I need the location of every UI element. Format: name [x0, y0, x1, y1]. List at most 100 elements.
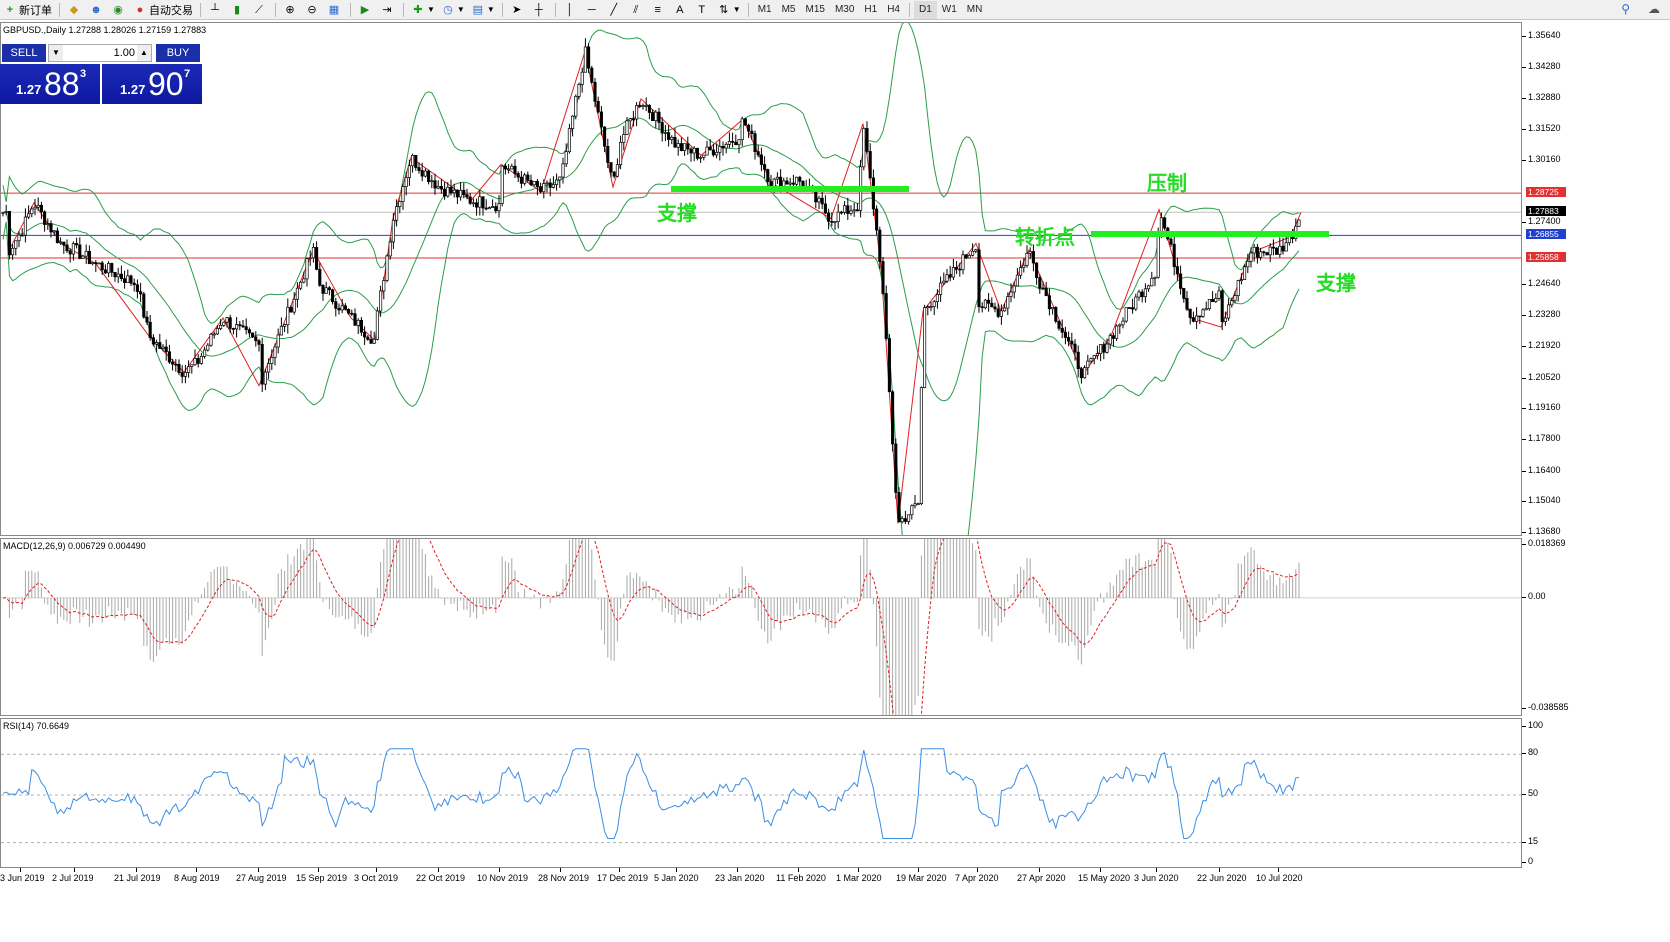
toolbar-separator — [501, 2, 503, 17]
candle-body — [27, 213, 31, 218]
cloud-icon[interactable]: ☁ — [1648, 2, 1660, 16]
candle-body — [967, 254, 971, 259]
candle-body — [1044, 288, 1048, 297]
candle-body — [385, 255, 389, 281]
candle-body — [462, 189, 466, 195]
sell-quote-button[interactable]: 1.27 88 3 — [0, 64, 100, 104]
text-label-button[interactable]: T — [692, 1, 714, 19]
candle-body — [1134, 296, 1138, 310]
candle-body — [446, 186, 450, 197]
line-chart-button[interactable]: ⟋ — [249, 1, 271, 19]
timeframe-h4-button[interactable]: H4 — [887, 4, 900, 15]
candle-body — [295, 287, 299, 300]
candle-body — [225, 317, 229, 323]
candlestick-icon: ▮ — [233, 3, 241, 16]
crosshair-button[interactable]: ┼ — [529, 1, 551, 19]
horizontal-line-button[interactable]: ─ — [582, 1, 604, 19]
rsi-canvas — [1, 748, 1521, 844]
text-button[interactable]: A — [670, 1, 692, 19]
candle-body — [286, 306, 290, 326]
candle-body — [465, 194, 469, 198]
timeframe-m1-button[interactable]: M1 — [757, 4, 772, 15]
candle-body — [11, 247, 15, 256]
candle-body — [1239, 279, 1243, 281]
zoom-out-button[interactable]: ⊖ — [302, 1, 324, 19]
candle-body — [1252, 246, 1256, 254]
search-icon[interactable]: ⚲ — [1621, 2, 1630, 16]
candle-body — [305, 258, 309, 280]
navigator-button[interactable]: ◆ — [64, 1, 86, 19]
candle-body — [702, 154, 706, 158]
toolbar-separator — [403, 2, 404, 17]
signals-button[interactable]: ◉ — [108, 1, 130, 19]
candle-body — [948, 274, 952, 278]
candle-body — [1204, 308, 1208, 311]
rsi-tick-mark — [1522, 862, 1526, 863]
timeframe-m30-button[interactable]: M30 — [834, 4, 855, 15]
indicators-button[interactable]: ✚ ▼ — [408, 1, 438, 19]
rsi-header: RSI(14) 70.6649 — [3, 721, 70, 731]
candle-body — [1179, 273, 1183, 289]
candle-body — [590, 67, 594, 83]
date-tick-mark — [376, 868, 377, 872]
candle-body — [715, 151, 719, 156]
signal-icon: ◉ — [113, 3, 123, 16]
lot-size-input[interactable]: ▼ 1.00 ▲ — [48, 44, 152, 62]
vertical-line-button[interactable]: │ — [560, 1, 582, 19]
trendline-button[interactable]: ╱ — [604, 1, 626, 19]
candle-body — [1175, 266, 1179, 275]
buy-quote-button[interactable]: 1.27 90 7 — [102, 64, 202, 104]
candle-body — [327, 287, 331, 291]
auto-trading-button[interactable]: ● 自动交易 — [130, 1, 196, 19]
candle-body — [651, 112, 655, 122]
periods-button[interactable]: ◷ ▼ — [438, 1, 468, 19]
timeframe-h1-button[interactable]: H1 — [864, 4, 878, 15]
templates-button[interactable]: ▤ ▼ — [468, 1, 498, 19]
candle-body — [1015, 274, 1019, 287]
price-tick-label: 1.32880 — [1528, 92, 1561, 103]
timeframe-w1-button[interactable]: W1 — [941, 4, 957, 15]
chart-shift-button[interactable]: ⇥ — [377, 1, 399, 19]
candle-body — [673, 136, 677, 148]
auto-scroll-button[interactable]: ▶ — [355, 1, 377, 19]
arrows-button[interactable]: ⇅ ▼ — [714, 1, 744, 19]
candle-body — [199, 355, 203, 364]
candle-body — [657, 111, 661, 123]
new-order-button[interactable]: + 新订单 — [0, 1, 55, 19]
date-tick-mark — [1156, 868, 1157, 872]
bollinger-lower-band — [2, 163, 1300, 535]
candle-body — [142, 293, 146, 318]
buy-button[interactable]: BUY — [156, 44, 200, 62]
macd-indicator-pane[interactable]: MACD(12,26,9) 0.006729 0.004490 — [0, 538, 1522, 716]
bar-chart-button[interactable]: ┴ — [205, 1, 227, 19]
sell-button[interactable]: SELL — [2, 44, 46, 62]
price-chart-pane[interactable]: GBPUSD.,Daily 1.27288 1.28026 1.27159 1.… — [0, 22, 1522, 536]
candle-chart-button[interactable]: ▮ — [227, 1, 249, 19]
rsi-tick-label: 50 — [1528, 788, 1539, 798]
timeframe-d1-button[interactable]: D1 — [914, 0, 937, 19]
channel-button[interactable]: ⫽ — [626, 1, 648, 19]
candle-body — [683, 143, 687, 151]
candle-body — [411, 155, 415, 167]
zoom-in-button[interactable]: ⊕ — [280, 1, 302, 19]
cursor-button[interactable]: ➤ — [507, 1, 529, 19]
candle-body — [1246, 261, 1250, 268]
candle-body — [567, 128, 571, 153]
candle-body — [132, 282, 136, 286]
rsi-indicator-pane[interactable]: RSI(14) 70.6649 — [0, 718, 1522, 868]
price-tick-mark — [1522, 66, 1526, 68]
candle-body — [219, 324, 223, 329]
lot-size-value[interactable]: 1.00 — [113, 47, 135, 59]
timeframe-mn-button[interactable]: MN — [966, 4, 983, 15]
candle-body — [791, 182, 795, 185]
price-tick-label: 1.17800 — [1528, 432, 1561, 443]
lot-increase-icon[interactable]: ▲ — [137, 45, 151, 61]
tile-windows-button[interactable]: ▦ — [324, 1, 346, 19]
fibonacci-button[interactable]: ≡ — [648, 1, 670, 19]
candle-body — [942, 280, 946, 284]
timeframe-m15-button[interactable]: M15 — [805, 4, 825, 15]
terminal-button[interactable]: ☻ — [86, 1, 108, 19]
lot-decrease-icon[interactable]: ▼ — [49, 45, 63, 61]
toolbar-separator — [59, 2, 60, 17]
timeframe-m5-button[interactable]: M5 — [781, 4, 796, 15]
